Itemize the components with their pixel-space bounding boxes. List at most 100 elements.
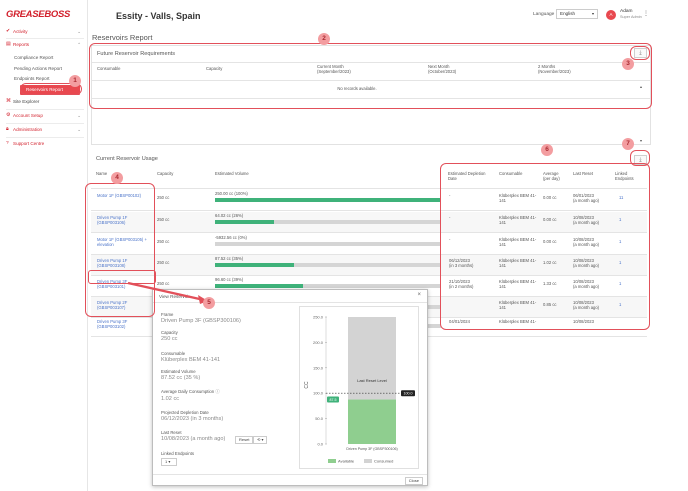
table-row[interactable]: Motor 1F (GBSP003105) + elevation 250 cc… xyxy=(91,234,647,254)
consumable-cell: Klüberplex BEM 41-141 xyxy=(499,215,537,226)
frame-value: Driven Pump 3F (GBSP300106) xyxy=(161,318,241,324)
x-category-label: Driven Pump 3F (GBSP300106) xyxy=(346,447,397,451)
sidebar-item-label: Reservoirs Report xyxy=(26,87,64,92)
sidebar-item-administration[interactable]: 🔒︎ Administration ⌄ xyxy=(6,125,86,135)
chevron-down-icon: ⌄ xyxy=(77,113,81,118)
depletion-date: - xyxy=(449,237,451,242)
column-header-label: Current Month xyxy=(317,64,344,69)
bar-available xyxy=(348,399,396,444)
column-header-2-months[interactable]: 2 Months (November/2023) xyxy=(538,64,571,74)
scroll-down-icon[interactable]: ▾ xyxy=(640,138,643,143)
current-level-badge xyxy=(327,396,339,403)
reservoir-name-link[interactable]: Motor 1F (GBSP003105) + elevation xyxy=(97,237,147,248)
linked-endpoints-cell[interactable]: 11 xyxy=(619,195,624,200)
last-reset-cell: 10/08/2023 (a month ago) xyxy=(573,215,599,225)
annotation-box-row xyxy=(88,270,156,284)
consumable-label: Consumable xyxy=(161,351,186,356)
depletion-relative: (in 3 months) xyxy=(449,263,474,269)
reset-button[interactable]: Reset xyxy=(235,436,254,444)
linked-endpoints-cell[interactable]: 1 xyxy=(619,260,622,265)
volume-bar-fill xyxy=(215,263,295,267)
average-cell: 0.85 cc xyxy=(543,302,557,307)
sidebar-item-label: Activity xyxy=(13,29,28,34)
check-icon: ✔ xyxy=(6,29,11,34)
capacity-cell: 250 cc xyxy=(157,217,170,222)
last-reset-relative: (a month ago) xyxy=(573,263,600,269)
reservoir-name-link[interactable]: Driven Pump 2F (GBSP003107) xyxy=(97,300,128,311)
avatar[interactable]: A xyxy=(606,10,616,20)
sidebar-item-site-explorer[interactable]: ⌘ Site Explorer xyxy=(6,97,86,107)
last-reset-label: Last Reset Level xyxy=(357,378,387,383)
volume-cell: -5932.56 cc (0%) xyxy=(215,235,247,240)
scroll-up-icon[interactable]: ▴ xyxy=(640,84,643,89)
reservoir-name-link[interactable]: Driven Pump 1F (GBSP003108) xyxy=(97,258,128,269)
last-reset-relative: (a month ago) xyxy=(573,242,600,248)
greaseboss-logo[interactable]: GREASEBOSS xyxy=(6,9,71,20)
column-header-average[interactable]: Average (per day) xyxy=(543,171,560,182)
volume-bar xyxy=(215,263,441,267)
chevron-down-icon: ⌄ xyxy=(77,29,81,34)
capacity-cell: 250 cc xyxy=(157,260,170,265)
linked-endpoints-cell[interactable]: 1 xyxy=(619,217,622,222)
column-header-linked-endpoints[interactable]: Linked Endpoints xyxy=(615,171,634,182)
linked-endpoints-cell[interactable]: 1 xyxy=(619,239,622,244)
annotation-box-7 xyxy=(630,150,650,166)
sidebar-item-reservoirs-report[interactable]: Reservoirs Report xyxy=(20,85,80,95)
history-icon: ⟲ ▾ xyxy=(257,437,264,442)
depletion-relative: (in 2 months) xyxy=(449,284,474,290)
column-header-next-month[interactable]: Next Month (October/2023) xyxy=(428,64,456,74)
reservoir-name-link[interactable]: Motor 1F (GBSP00102) xyxy=(97,193,141,198)
linked-endpoints-cell[interactable]: 1 xyxy=(619,302,622,307)
reset-options-button[interactable]: ⟲ ▾ xyxy=(253,436,268,444)
sidebar-item-account-setup[interactable]: ⚙ Account Setup ⌄ xyxy=(6,111,86,121)
depletion-label: Projected Depletion Date xyxy=(161,410,209,415)
linked-endpoints-value: 1 xyxy=(165,459,168,464)
marker-5: 5 xyxy=(203,297,215,309)
column-header-capacity[interactable]: Capacity xyxy=(206,66,223,71)
linked-endpoints-select[interactable]: 1 ▾ xyxy=(161,458,177,466)
sitemap-icon: ⌘ xyxy=(6,99,11,104)
sidebar-item-endpoints-report[interactable]: Endpoints Report xyxy=(14,74,94,84)
sidebar-item-compliance-report[interactable]: Compliance Report xyxy=(14,53,94,63)
modal-title: View Reservoir xyxy=(159,294,190,299)
more-menu-icon[interactable]: ⋮ xyxy=(643,11,649,17)
table-row[interactable]: Motor 1F (GBSP00102) 250 cc 250.00 cc (1… xyxy=(91,190,647,210)
column-header-current-month[interactable]: Current Month (September/2023) xyxy=(317,64,351,74)
column-header-last-reset[interactable]: Last Reset xyxy=(573,171,594,176)
column-header-depletion-date[interactable]: Estimated Depletion Date xyxy=(448,171,486,182)
column-header-consumable[interactable]: Consumable xyxy=(499,171,523,176)
download-icon: ⤓ xyxy=(639,157,642,163)
avg-label: Average Daily Consumption ⓘ xyxy=(161,389,220,395)
reservoir-name-link[interactable]: Driven Pump 1F (GBSP003106) xyxy=(97,215,128,226)
table-row[interactable]: Driven Pump 1F (GBSP003106) 250 cc 64.02… xyxy=(91,212,647,232)
column-header-capacity[interactable]: Capacity xyxy=(157,171,174,176)
column-header-consumable[interactable]: Consumable xyxy=(97,66,121,71)
table-row[interactable]: Driven Pump 3F (GBSP003101) 250 cc 96.60… xyxy=(91,276,647,296)
close-button[interactable]: Close xyxy=(404,477,423,485)
reservoir-name-link[interactable]: Driven Pump 3F (GBSP003102) xyxy=(97,319,128,330)
column-header-estimated-volume[interactable]: Estimated Volume xyxy=(215,171,249,176)
last-reset-date: 10/08/2023 xyxy=(573,300,594,305)
consumable-cell: Klüberplex BEM 41-141 xyxy=(499,193,537,204)
sidebar-item-pending-actions-report[interactable]: Pending Actions Report xyxy=(14,64,94,74)
volume-bar-fill xyxy=(215,220,274,224)
sidebar-item-support-centre[interactable]: ? Support Centre xyxy=(6,139,86,149)
language-select[interactable]: English ▾ xyxy=(556,9,598,19)
close-icon[interactable]: × xyxy=(417,292,421,298)
table-row[interactable]: Driven Pump 1F (GBSP003108) 250 cc 87.52… xyxy=(91,255,647,275)
info-icon[interactable]: ⓘ xyxy=(215,389,220,394)
language-label: Language xyxy=(533,12,555,17)
last-reset-badge xyxy=(401,390,415,397)
download-future-button[interactable]: ⤓ xyxy=(634,48,647,58)
last-reset-relative: (a month ago) xyxy=(573,305,600,311)
linked-endpoints-cell[interactable]: 1 xyxy=(619,281,622,286)
column-header-name[interactable]: Name xyxy=(96,171,108,176)
empty-message: No records available. xyxy=(337,86,377,91)
last-reset-cell: 10/08/2023 (a month ago) xyxy=(573,237,599,247)
reservoir-name-link[interactable]: Driven Pump 3F (GBSP003101) xyxy=(97,279,128,290)
sidebar-item-reports[interactable]: ▤ Reports ⌃ xyxy=(6,40,86,50)
depletion-date: 21/10/2023 xyxy=(449,279,470,284)
depletion-date: 06/12/2023 xyxy=(449,258,470,263)
capacity-cell: 250 cc xyxy=(157,281,170,286)
sidebar-item-activity[interactable]: ✔ Activity ⌄ xyxy=(6,27,86,37)
